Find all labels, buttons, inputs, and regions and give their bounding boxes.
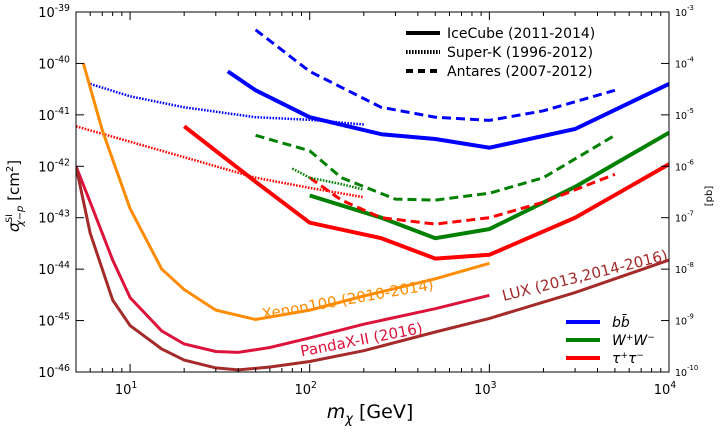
annotation-layer: Xenon100 (2010-2014)PandaX-II (2016)LUX … xyxy=(261,246,670,360)
legend-layer: IceCube (2011-2014) Super-K (1996-2012) An… xyxy=(406,26,655,367)
y-tick-label: 10-44 xyxy=(38,260,70,278)
x-tick-label: 103 xyxy=(474,380,497,398)
series-antares-bb xyxy=(254,28,616,122)
channel-legend-label-2: τ+τ− xyxy=(612,351,644,367)
right-y-tick-label: 10-7 xyxy=(675,210,694,225)
y-tick-label: 10-46 xyxy=(38,363,70,381)
y-tick-label: 10-42 xyxy=(38,157,70,175)
tick-layer: 101 102 103 104 10-46 10-45 10-44 10-43 10-42 10-… xyxy=(38,3,698,398)
series-antares-wplusw xyxy=(255,133,616,202)
series-layer xyxy=(76,28,669,372)
style-legend-label-dotted: Super-K (1996-2012) xyxy=(447,45,593,61)
plot-frame xyxy=(75,11,670,373)
channel-legend-label-0: bb̄ xyxy=(612,313,630,331)
right-y-axis-label: [pb] xyxy=(704,186,715,207)
series-super-k-bb xyxy=(89,82,364,126)
style-legend-label-dashed: Antares (2007-2012) xyxy=(447,64,593,80)
axis-label-layer: mχ [GeV] σSIχ−p [cm2] [pb] xyxy=(5,160,715,427)
right-y-tick-label: 10-4 xyxy=(675,55,694,70)
series-pandax-ii-2016 xyxy=(76,165,490,354)
series-icecube-bb xyxy=(226,69,669,150)
series-icecube-wplusw xyxy=(309,130,669,241)
x-tick-label: 101 xyxy=(115,380,138,398)
annotation-xenon100-2010-2014: Xenon100 (2010-2014) xyxy=(261,276,435,324)
x-tick-label: 102 xyxy=(294,380,317,398)
right-y-tick-label: 10-3 xyxy=(675,4,694,19)
x-tick-label: 104 xyxy=(654,380,677,398)
right-y-tick-label: 10-6 xyxy=(675,158,694,173)
right-y-tick-label: 10-10 xyxy=(675,364,698,379)
style-legend-label-solid: IceCube (2011-2014) xyxy=(447,26,595,42)
y-tick-label: 10-40 xyxy=(38,54,70,72)
right-y-tick-label: 10-5 xyxy=(675,107,694,122)
y-tick-label: 10-41 xyxy=(38,106,70,124)
series-super-k-wplusw xyxy=(291,167,365,191)
right-y-tick-label: 10-9 xyxy=(675,313,694,328)
annotation-lux-2013-2014-2016: LUX (2013,2014-2016) xyxy=(500,246,669,305)
x-axis-label: mχ [GeV] xyxy=(327,401,414,427)
y-tick-label: 10-39 xyxy=(38,3,70,21)
series-xenon100-2010-2014 xyxy=(81,62,490,322)
y-tick-label: 10-43 xyxy=(38,209,70,227)
y-axis-label: σSIχ−p [cm2] xyxy=(5,160,26,232)
y-tick-label: 10-45 xyxy=(38,312,70,330)
series-icecube-plus xyxy=(182,124,669,261)
right-y-tick-label: 10-8 xyxy=(675,261,694,276)
channel-legend-label-1: W+W− xyxy=(612,333,655,349)
